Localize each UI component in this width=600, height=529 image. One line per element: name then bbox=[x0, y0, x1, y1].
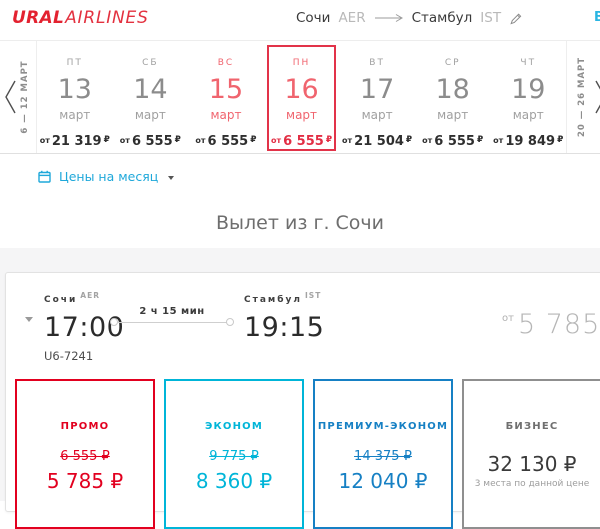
day-price: от 21 319 ₽ bbox=[39, 134, 110, 149]
leg-start-dot bbox=[110, 318, 118, 326]
day-number: 19 bbox=[511, 74, 546, 105]
chevron-down-icon bbox=[168, 175, 175, 180]
day-price: от 6 555 ₽ bbox=[195, 134, 257, 149]
edit-route-pencil-icon[interactable] bbox=[509, 12, 522, 25]
fare-card-promo[interactable]: ПРОМО 6 555 ₽ 5 785 ₽ bbox=[15, 379, 155, 529]
departure-city: Сочи AER bbox=[44, 291, 100, 305]
day-price: от 19 849 ₽ bbox=[493, 134, 564, 149]
departure-airport-code: AER bbox=[80, 291, 100, 300]
fare-name: ЭКОНОМ bbox=[204, 421, 264, 432]
fare-seats-note: 3 места по данной цене bbox=[474, 479, 590, 489]
header: URALAIRLINES Сочи AER Стамбул IST В bbox=[0, 0, 600, 40]
day-number: 13 bbox=[57, 74, 92, 105]
flight-card: Сочи AER 17:00 U6-7241 2 ч 15 мин Стамбул… bbox=[5, 272, 600, 529]
day-price: от 6 555 ₽ bbox=[270, 134, 333, 149]
ural-airlines-logo[interactable]: URALAIRLINES bbox=[12, 8, 149, 28]
expand-flight-caret-icon[interactable] bbox=[25, 317, 33, 322]
logo-text-light: AIRLINES bbox=[65, 8, 149, 28]
route-selector[interactable]: Сочи AER Стамбул IST bbox=[296, 10, 522, 26]
fare-old-price: 14 375 ₽ bbox=[354, 449, 412, 464]
day-cell-mon-16-selected[interactable]: ПН 16 март от 6 555 ₽ bbox=[264, 41, 340, 153]
route-arrow-icon bbox=[374, 14, 403, 22]
arrival-airport-code: IST bbox=[305, 291, 322, 300]
next-week-rail: 20 — 26 МАРТ bbox=[566, 41, 600, 153]
day-list: ПТ 13 март от 21 319 ₽ СБ 14 март от 6 555 ₽… bbox=[37, 41, 566, 153]
truncated-header-action[interactable]: В bbox=[594, 10, 600, 25]
fare-card-econom[interactable]: ЭКОНОМ 9 775 ₽ 8 360 ₽ bbox=[164, 379, 304, 529]
fare-old-price: 6 555 ₽ bbox=[60, 449, 110, 464]
leg-line bbox=[116, 322, 228, 323]
arrival-block: Стамбул IST 19:15 bbox=[244, 291, 324, 343]
day-number: 17 bbox=[359, 74, 395, 105]
route-to-code: IST bbox=[480, 10, 502, 26]
day-month: март bbox=[512, 108, 544, 122]
previous-week-chevron-icon[interactable] bbox=[4, 79, 17, 115]
section-title: Вылет из г. Сочи bbox=[216, 212, 384, 234]
fare-name: ПРЕМИУМ-ЭКОНОМ bbox=[317, 421, 449, 432]
fare-price: 8 360 ₽ bbox=[195, 469, 273, 493]
day-price: от 6 555 ₽ bbox=[422, 134, 484, 149]
departure-block: Сочи AER 17:00 U6-7241 bbox=[44, 291, 124, 363]
day-cell-fri-13[interactable]: ПТ 13 март от 21 319 ₽ bbox=[37, 41, 113, 153]
day-month: март bbox=[286, 108, 318, 122]
day-of-week: ПН bbox=[292, 58, 311, 68]
month-prices-label: Цены на месяц bbox=[59, 169, 159, 184]
day-number: 18 bbox=[435, 74, 470, 105]
arrival-time: 19:15 bbox=[244, 312, 325, 343]
fare-name: ПРОМО bbox=[60, 421, 110, 432]
departure-time: 17:00 bbox=[44, 312, 125, 343]
next-week-chevron-icon[interactable] bbox=[594, 79, 600, 115]
fare-price: 32 130 ₽ bbox=[487, 452, 577, 476]
next-week-range-label: 20 — 26 МАРТ bbox=[577, 56, 587, 138]
day-price: от 6 555 ₽ bbox=[119, 134, 181, 149]
day-number: 14 bbox=[133, 74, 168, 105]
flight-duration: 2 ч 15 мин bbox=[139, 306, 205, 317]
day-cell-tue-17[interactable]: ВТ 17 март от 21 504 ₽ bbox=[339, 41, 415, 153]
flight-number: U6-7241 bbox=[44, 349, 94, 363]
day-of-week: СБ bbox=[142, 58, 159, 68]
day-cell-wed-18[interactable]: СР 18 март от 6 555 ₽ bbox=[415, 41, 491, 153]
fare-old-price: 9 775 ₽ bbox=[209, 449, 259, 464]
day-of-week: ЧТ bbox=[520, 58, 537, 68]
day-of-week: ПТ bbox=[66, 58, 83, 68]
logo-text-bold: URAL bbox=[12, 8, 65, 28]
previous-week-rail: 6 — 12 МАРТ bbox=[0, 41, 37, 153]
fare-card-premium-econom[interactable]: ПРЕМИУМ-ЭКОНОМ 14 375 ₽ 12 040 ₽ bbox=[313, 379, 453, 529]
day-number: 16 bbox=[284, 74, 319, 105]
day-cell-thu-19[interactable]: ЧТ 19 март от 19 849 ₽ bbox=[490, 41, 566, 153]
fare-card-business[interactable]: БИЗНЕС 32 130 ₽ 3 места по данной цене bbox=[462, 379, 600, 529]
day-month: март bbox=[361, 108, 393, 122]
calendar-icon[interactable] bbox=[38, 170, 51, 183]
day-month: март bbox=[134, 108, 166, 122]
fare-name: БИЗНЕС bbox=[505, 421, 559, 432]
day-cell-sun-15[interactable]: ВС 15 март от 6 555 ₽ bbox=[188, 41, 264, 153]
day-of-week: ВС bbox=[217, 58, 235, 68]
previous-week-range-label: 6 — 12 МАРТ bbox=[20, 60, 30, 134]
month-prices-link[interactable]: Цены на месяц bbox=[38, 169, 175, 184]
leg-end-dot bbox=[226, 318, 234, 326]
day-price: от 21 504 ₽ bbox=[342, 134, 413, 149]
day-month: март bbox=[437, 108, 469, 122]
day-of-week: СР bbox=[444, 58, 461, 68]
day-of-week: ВТ bbox=[369, 58, 385, 68]
fare-price: 12 040 ₽ bbox=[338, 469, 428, 493]
price-amount: 5 785 bbox=[517, 309, 600, 340]
route-from-city: Сочи bbox=[296, 10, 331, 26]
lowest-price: от5 785₽ bbox=[502, 309, 600, 340]
route-to-city: Стамбул bbox=[411, 10, 473, 26]
day-number: 15 bbox=[208, 74, 244, 105]
price-prefix: от bbox=[502, 313, 514, 324]
day-month: март bbox=[210, 108, 242, 122]
date-strip: 6 — 12 МАРТ ПТ 13 март от 21 319 ₽ СБ 14 м… bbox=[0, 40, 600, 154]
day-month: март bbox=[59, 108, 91, 122]
route-from-code: AER bbox=[338, 10, 366, 26]
arrival-city: Стамбул IST bbox=[244, 291, 322, 305]
fare-price: 5 785 ₽ bbox=[46, 469, 124, 493]
day-cell-sat-14[interactable]: СБ 14 март от 6 555 ₽ bbox=[113, 41, 189, 153]
